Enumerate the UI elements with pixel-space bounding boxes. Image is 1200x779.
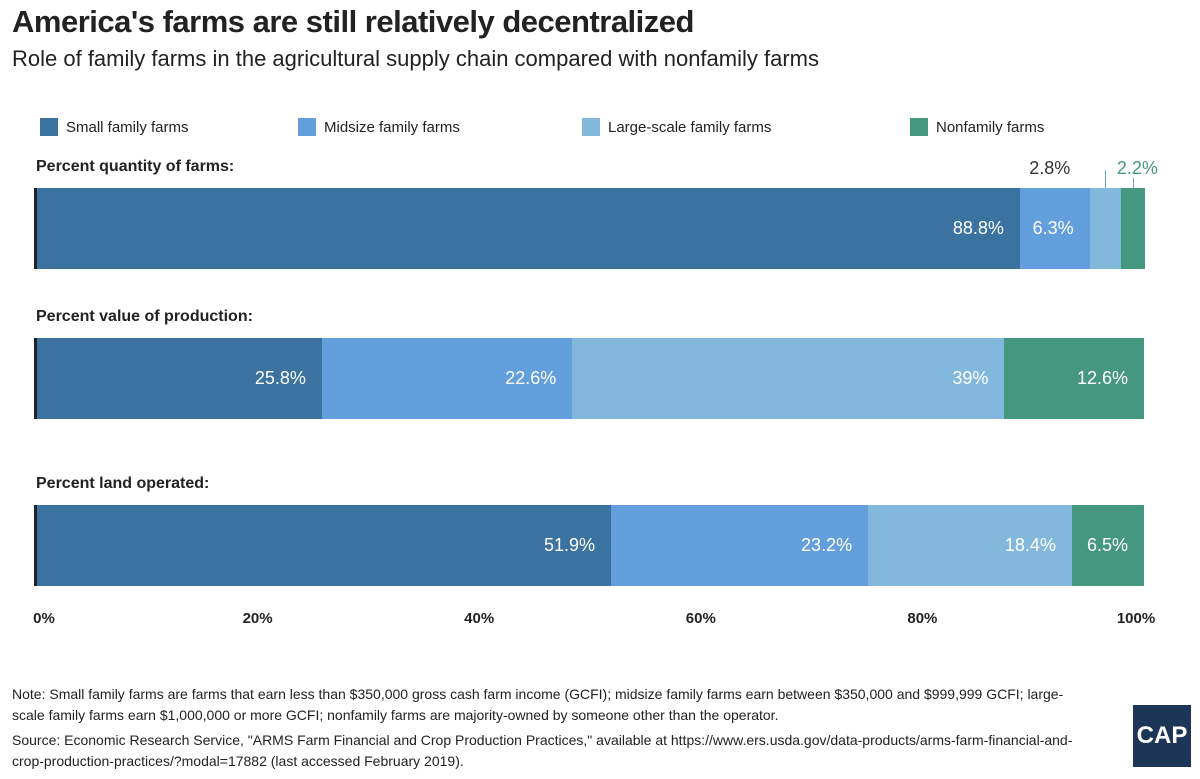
bar-baseline bbox=[34, 505, 37, 586]
bar-baseline bbox=[34, 338, 37, 419]
bar-segment: 25.8% bbox=[36, 338, 322, 419]
legend-swatch bbox=[910, 118, 928, 136]
callout-label: 2.8% bbox=[1029, 158, 1071, 178]
bar-label: 51.9% bbox=[544, 535, 596, 555]
bar-label: 39% bbox=[952, 368, 989, 388]
cap-logo: CAP bbox=[1133, 705, 1191, 767]
bar-segment bbox=[1120, 188, 1146, 269]
bar-segment: 18.4% bbox=[868, 505, 1072, 586]
chart-title: America's farms are still relatively dec… bbox=[12, 4, 694, 39]
bar-label: 18.4% bbox=[1004, 535, 1056, 555]
bar-segment: 23.2% bbox=[611, 505, 869, 586]
row-label: Percent land operated: bbox=[36, 475, 210, 492]
bar-segment: 51.9% bbox=[36, 505, 612, 586]
legend-swatch bbox=[40, 118, 58, 136]
chart-subtitle: Role of family farms in the agricultural… bbox=[12, 46, 819, 71]
legend-item: Midsize family farms bbox=[298, 118, 460, 136]
bar-label: 6.5% bbox=[1086, 535, 1128, 555]
x-tick-label: 0% bbox=[33, 610, 55, 627]
bar-label: 22.6% bbox=[505, 368, 557, 388]
x-tick-label: 20% bbox=[242, 610, 273, 627]
bar-label: 6.3% bbox=[1032, 218, 1074, 238]
legend-swatch bbox=[298, 118, 316, 136]
callout-label: 2.2% bbox=[1116, 158, 1158, 178]
source-text: Source: Economic Research Service, "ARMS… bbox=[12, 732, 1073, 769]
row-label: Percent quantity of farms: bbox=[36, 158, 235, 175]
callout-line bbox=[1132, 178, 1134, 188]
callout-line bbox=[1105, 170, 1107, 188]
bar-segment: 88.8% bbox=[36, 188, 1020, 269]
bar-label: 88.8% bbox=[952, 218, 1004, 238]
bar-segment: 6.5% bbox=[1071, 505, 1144, 586]
legend-label: Nonfamily farms bbox=[936, 118, 1045, 136]
x-tick-label: 40% bbox=[464, 610, 495, 627]
bar-label: 23.2% bbox=[801, 535, 853, 555]
bar-label: 25.8% bbox=[254, 368, 306, 388]
legend-label: Small family farms bbox=[66, 118, 189, 136]
x-tick-label: 60% bbox=[685, 610, 716, 627]
x-tick-label: 80% bbox=[907, 610, 938, 627]
legend-label: Large-scale family farms bbox=[608, 118, 772, 136]
bar-segment: 12.6% bbox=[1004, 338, 1144, 419]
bar-segment: 39% bbox=[572, 338, 1005, 419]
legend-item: Small family farms bbox=[40, 118, 189, 136]
note-text: Note: Small family farms are farms that … bbox=[12, 686, 1064, 723]
bar-segment bbox=[1089, 188, 1121, 269]
x-tick-label: 100% bbox=[1116, 610, 1156, 627]
legend-item: Large-scale family farms bbox=[582, 118, 771, 136]
row-label: Percent value of production: bbox=[36, 308, 253, 325]
legend-item: Nonfamily farms bbox=[910, 118, 1044, 136]
bar-label: 12.6% bbox=[1076, 368, 1128, 388]
legend-swatch bbox=[582, 118, 600, 136]
bar-baseline bbox=[34, 188, 37, 269]
bar-segment: 22.6% bbox=[321, 338, 573, 419]
bar-segment: 6.3% bbox=[1019, 188, 1090, 269]
legend-label: Midsize family farms bbox=[324, 118, 460, 136]
